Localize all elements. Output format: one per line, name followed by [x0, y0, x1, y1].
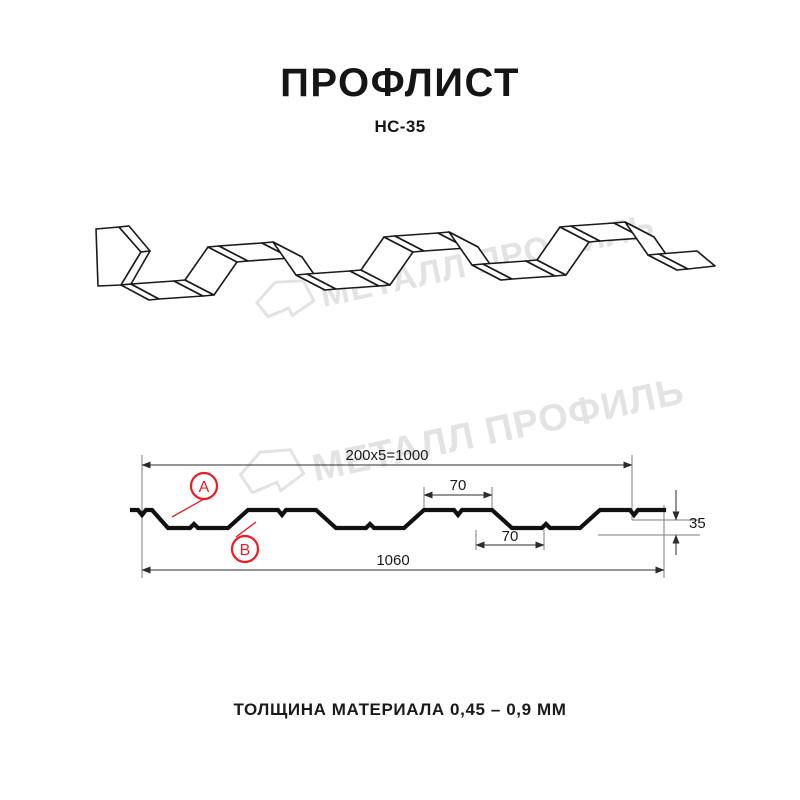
dimension-crest: 70 [423, 477, 493, 508]
dimension-top-label: 200x5=1000 [346, 447, 429, 464]
dimension-height-label: 35 [689, 515, 706, 532]
callout-marker-b[interactable]: B [230, 521, 260, 564]
page-title: ПРОФЛИСТ [280, 61, 520, 105]
dimension-crest-label: 70 [450, 477, 467, 494]
callout-b-label: B [240, 542, 251, 559]
material-thickness-note: ТОЛЩИНА МАТЕРИАЛА 0,45 – 0,9 ММ [233, 700, 567, 719]
dimension-height: 35 [672, 490, 706, 555]
page-header: ПРОФЛИСТ НС-35 [0, 62, 800, 137]
dimension-bottom: 1060 [141, 552, 665, 574]
extension-lines [141, 455, 700, 578]
callout-marker-a[interactable]: A [171, 471, 219, 518]
corrugation-panel [658, 250, 716, 270]
page-footer: ТОЛЩИНА МАТЕРИАЛА 0,45 – 0,9 ММ [0, 700, 800, 720]
callout-a-label: A [199, 479, 210, 496]
product-model-subtitle: НС-35 [374, 117, 426, 136]
watermark-logo-icon [254, 278, 316, 319]
dimension-valley: 70 [475, 528, 545, 550]
profile-outline [129, 507, 667, 531]
watermark-logo-icon [238, 448, 306, 495]
dimension-top: 200x5=1000 [141, 447, 633, 469]
dimension-valley-label: 70 [502, 528, 519, 545]
dimension-bottom-label: 1060 [376, 552, 409, 569]
